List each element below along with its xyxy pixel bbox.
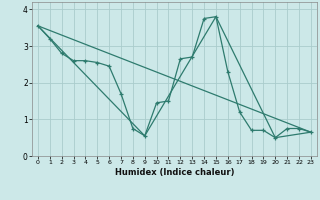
X-axis label: Humidex (Indice chaleur): Humidex (Indice chaleur) xyxy=(115,168,234,177)
